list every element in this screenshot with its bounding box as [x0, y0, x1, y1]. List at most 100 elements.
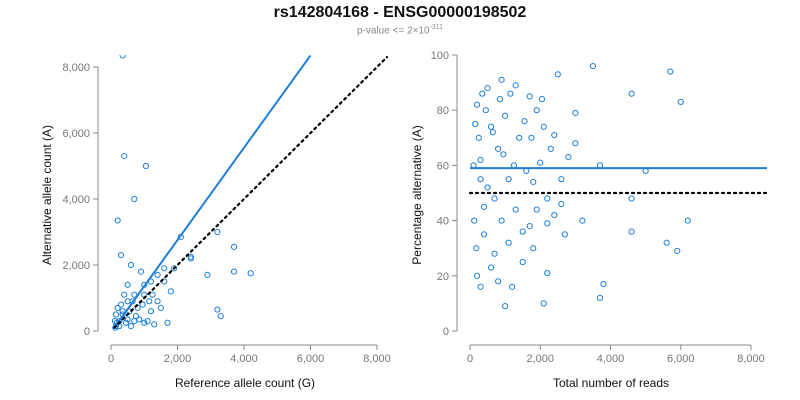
data-point	[484, 184, 491, 191]
data-point	[477, 156, 484, 163]
data-point	[157, 304, 164, 311]
data-point	[112, 311, 120, 318]
data-point	[537, 159, 544, 166]
data-point	[684, 217, 691, 224]
data-point	[509, 283, 516, 290]
data-point	[526, 223, 533, 230]
data-point	[124, 281, 131, 288]
data-point	[472, 120, 479, 128]
y-tick-label: 2,000	[62, 260, 90, 272]
data-point	[147, 308, 154, 315]
data-point	[487, 123, 495, 130]
data-point	[519, 228, 526, 235]
data-point	[530, 178, 537, 186]
x-tick-label: 2,000	[526, 353, 554, 365]
data-point	[521, 118, 528, 125]
data-point	[142, 162, 150, 170]
data-point	[502, 303, 509, 310]
data-point	[500, 151, 507, 158]
y-tick-label: 100	[431, 50, 449, 62]
y-tick-label: 8,000	[62, 62, 90, 74]
data-point	[487, 264, 495, 271]
data-point	[214, 228, 221, 236]
data-point	[473, 272, 481, 279]
x-tick-label: 4,000	[230, 353, 258, 365]
data-point	[122, 319, 130, 326]
data-point	[558, 176, 565, 183]
data-point	[477, 283, 484, 290]
chart-subtitle: p-value <= 2×10-311	[0, 24, 800, 36]
data-point	[480, 231, 488, 238]
data-point	[561, 231, 568, 238]
data-point	[628, 90, 635, 97]
data-point	[146, 298, 153, 305]
data-point	[247, 270, 254, 277]
data-point	[154, 298, 161, 305]
y-tick-label: 60	[437, 160, 449, 172]
data-point	[131, 195, 138, 203]
y-axis-label: Percentage alternative (A)	[410, 125, 424, 264]
y-tick-label: 80	[437, 105, 449, 117]
data-point	[491, 250, 498, 257]
data-point	[144, 318, 151, 325]
data-point	[507, 90, 514, 97]
data-point	[151, 321, 158, 328]
data-point	[502, 112, 509, 119]
data-point	[544, 195, 551, 202]
data-point	[154, 271, 161, 278]
data-point	[477, 176, 484, 183]
data-point	[204, 271, 211, 278]
subtitle-exponent: -311	[429, 24, 444, 31]
data-point	[127, 261, 135, 269]
data-point	[141, 319, 148, 326]
x-tick-label: 8,000	[363, 353, 391, 365]
data-point	[171, 265, 178, 272]
data-point	[533, 206, 540, 213]
y-tick-label: 0	[84, 326, 90, 338]
data-point	[540, 300, 547, 307]
x-tick-label: 2,000	[164, 353, 192, 365]
subtitle-pvalue: p-value <= 2×10	[356, 25, 430, 37]
data-point	[484, 85, 491, 92]
data-point	[600, 280, 607, 288]
data-point	[596, 294, 604, 301]
data-point	[473, 101, 481, 108]
x-tick-label: 4,000	[597, 353, 625, 365]
data-point	[544, 220, 551, 227]
data-point	[538, 96, 546, 103]
data-point	[121, 291, 128, 298]
data-point	[489, 129, 496, 136]
data-point	[127, 322, 135, 330]
data-point	[114, 217, 121, 224]
data-point	[124, 298, 131, 305]
data-point	[217, 313, 224, 320]
data-point	[512, 82, 519, 89]
x-tick-label: 6,000	[667, 353, 695, 365]
data-point	[677, 98, 684, 106]
data-point	[149, 291, 156, 298]
data-point	[496, 96, 503, 103]
data-point	[628, 228, 635, 235]
data-point	[572, 140, 579, 147]
data-point	[119, 55, 126, 59]
data-point	[161, 265, 168, 272]
data-point	[124, 316, 131, 323]
data-point	[589, 62, 597, 70]
data-point	[505, 176, 512, 183]
data-point	[498, 76, 505, 83]
data-point	[479, 90, 486, 97]
data-point	[214, 306, 221, 313]
chart-title: rs142804168 - ENSG00000198502	[273, 4, 527, 21]
data-point	[117, 301, 125, 308]
data-point	[526, 93, 533, 100]
x-tick-label: 6,000	[297, 353, 325, 365]
data-point	[117, 252, 125, 259]
data-point	[471, 217, 478, 224]
data-point	[475, 134, 482, 141]
data-point	[167, 288, 174, 295]
data-point	[533, 107, 540, 114]
scatter-ref-vs-alt: Reference allele count (G) Alternative a…	[40, 55, 391, 390]
data-point	[528, 134, 535, 141]
data-point	[544, 269, 551, 277]
